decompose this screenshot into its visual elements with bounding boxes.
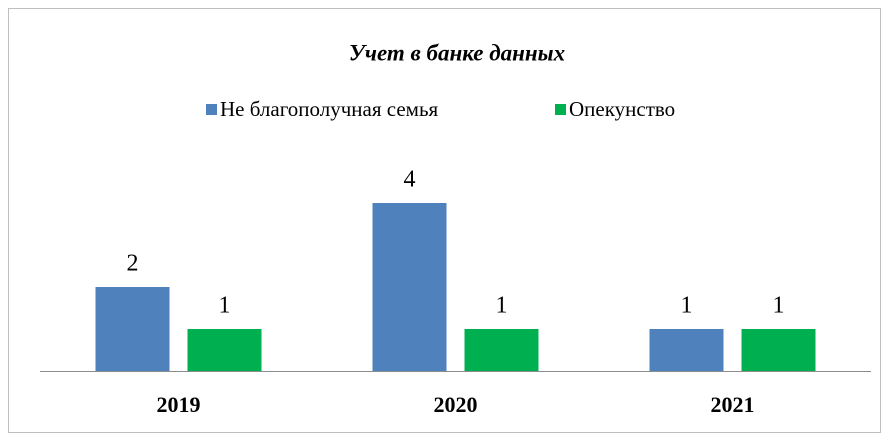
bar (187, 329, 262, 371)
legend-swatch (206, 104, 217, 115)
bar (372, 203, 447, 371)
bar (95, 287, 170, 371)
x-tick-label: 2021 (711, 392, 755, 417)
bar (741, 329, 816, 371)
chart-title: Учет в банке данных (349, 40, 565, 65)
data-label: 1 (496, 293, 508, 319)
data-label: 2 (127, 251, 139, 277)
legend-label: Опекунство (569, 97, 675, 121)
data-label: 1 (773, 293, 785, 319)
legend-label: Не благополучная семья (220, 97, 439, 121)
x-tick-label: 2019 (157, 392, 201, 417)
data-label: 4 (404, 167, 416, 193)
bar (464, 329, 539, 371)
x-tick-label: 2020 (434, 392, 478, 417)
data-label: 1 (681, 293, 693, 319)
bar (649, 329, 724, 371)
data-label: 1 (219, 293, 231, 319)
legend-swatch (555, 104, 566, 115)
